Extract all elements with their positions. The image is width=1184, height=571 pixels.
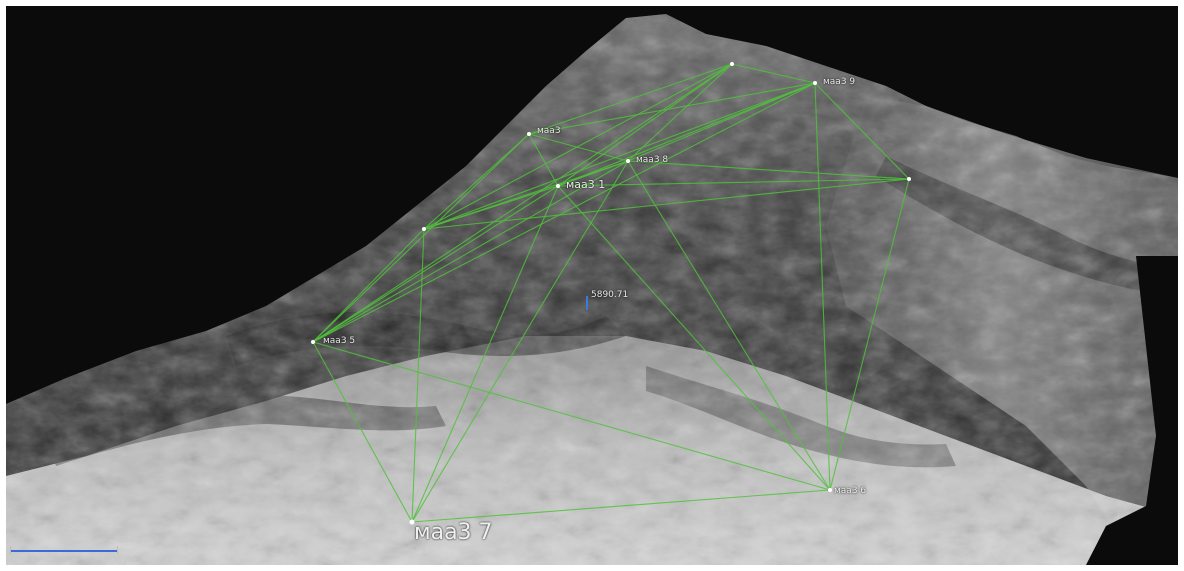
link-s6-s10 [423,178,910,230]
station-label-s7: маа3 7 [414,520,493,545]
link-s8-s9 [312,341,831,491]
link-s7-s8 [411,489,831,523]
station-node-s6[interactable] [907,177,911,181]
link-s5-s9 [312,63,733,343]
link-s3-s10 [423,82,816,230]
station-label-s4: маа3 8 [636,155,669,165]
terrain-texture [6,14,1178,565]
link-s7-s9 [312,341,413,523]
link-s1-s2 [528,133,559,187]
network-links [312,63,910,523]
station-node-s2[interactable] [527,132,531,136]
link-s1-s8 [557,185,831,491]
station-node-s3[interactable] [813,81,817,85]
link-s6-s8 [829,178,910,491]
station-node-s10[interactable] [422,227,426,231]
scale-bottom-label: 500 m [104,556,133,565]
link-s1-s9 [312,185,559,343]
station-label-s9: маа3 5 [323,336,356,346]
3d-terrain-viewport[interactable]: маа3 1 маа3 маа3 9 маа3 8 маа3 7 маа3 6 маа3 5… [6,6,1178,565]
station-node-s5[interactable] [730,62,734,66]
scale-bar: 0 m 552 m 500 m [6,534,156,565]
link-s2-s5 [528,63,733,135]
link-s1-s5 [557,63,733,187]
link-s3-s5 [731,63,816,84]
link-s2-s3 [528,82,816,135]
link-s4-s6 [627,160,910,180]
link-s4-s10 [423,160,629,230]
link-s7-s10 [411,228,425,523]
link-s3-s9 [312,82,816,343]
station-label-s1: маа3 1 [566,178,606,191]
elevation-readout: 5890.71 [591,290,629,300]
station-label-s2: маа3 [537,126,561,136]
link-s3-s6 [814,82,910,180]
elevation-marker-icon [586,296,588,310]
terrain-scene[interactable] [6,6,1178,565]
link-s1-s3 [557,82,816,187]
station-label-s8: маа3 6 [834,486,867,496]
link-s4-s9 [312,160,629,343]
link-s3-s8 [814,82,831,491]
station-node-s8[interactable] [828,488,832,492]
link-s2-s4 [528,133,629,162]
link-s4-s7 [411,160,629,523]
link-s2-s9 [312,133,530,343]
scale-bar-tick-end [117,546,118,554]
link-s5-s10 [423,63,733,230]
scale-bar-line [10,550,118,552]
terrain-edge-cutout [1086,256,1178,565]
scale-bar-tick-start [10,546,11,554]
station-node-s9[interactable] [311,340,315,344]
station-node-s1[interactable] [556,184,560,188]
station-label-s3: маа3 9 [823,77,856,87]
link-s9-s10 [312,228,425,343]
link-s1-s7 [411,185,559,523]
station-nodes [311,62,911,525]
scale-mid-label: 552 m [118,535,147,545]
station-node-s7[interactable] [409,519,415,525]
link-s2-s10 [423,133,530,230]
link-s4-s8 [627,160,831,491]
station-node-s4[interactable] [626,159,630,163]
link-s3-s4 [627,82,816,162]
scale-left-label: 0 m [6,536,24,546]
link-s4-s5 [627,63,733,162]
